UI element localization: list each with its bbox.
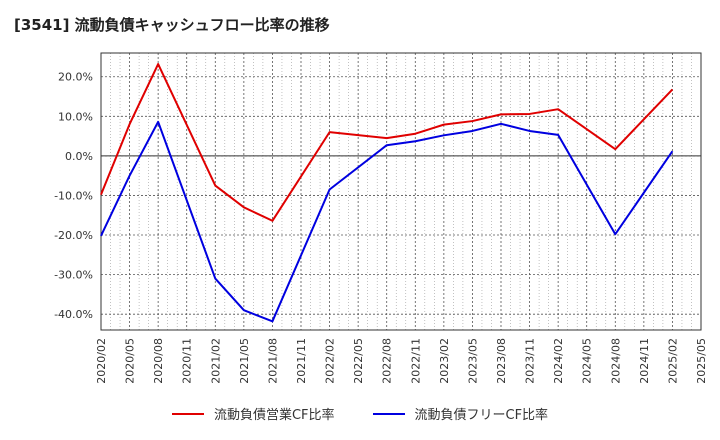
series-line-free-cf bbox=[100, 120, 674, 323]
x-tick-label: 2024/05 bbox=[581, 338, 594, 384]
x-tick-label: 2022/05 bbox=[352, 338, 365, 384]
legend-item-operating-cf: 流動負債営業CF比率 bbox=[171, 404, 335, 423]
y-tick-label: 0.0% bbox=[65, 150, 93, 163]
x-tick-label: 2023/08 bbox=[495, 338, 508, 384]
legend-swatch-free-cf bbox=[372, 412, 405, 415]
x-tick-label: 2021/08 bbox=[266, 338, 279, 384]
y-tick-label: 10.0% bbox=[58, 110, 93, 123]
x-tick-label: 2024/08 bbox=[609, 338, 622, 384]
x-tick-label: 2022/11 bbox=[409, 338, 422, 384]
legend-label-operating-cf: 流動負債営業CF比率 bbox=[213, 408, 335, 423]
legend-item-free-cf: 流動負債フリーCF比率 bbox=[372, 404, 549, 423]
y-tick-label: -10.0% bbox=[54, 189, 93, 202]
x-tick-label: 2020/08 bbox=[152, 338, 165, 384]
x-tick-label: 2021/11 bbox=[295, 338, 308, 384]
x-tick-label: 2022/02 bbox=[324, 338, 337, 384]
x-tick-label: 2021/05 bbox=[238, 338, 251, 384]
plot-frame bbox=[100, 52, 702, 331]
y-tick-label: -40.0% bbox=[54, 308, 93, 321]
x-tick-label: 2024/11 bbox=[638, 338, 651, 384]
y-tick-label: -30.0% bbox=[54, 269, 93, 282]
y-tick-label: 20.0% bbox=[58, 71, 93, 84]
x-tick-label: 2024/02 bbox=[552, 338, 565, 384]
x-tick-label: 2022/08 bbox=[381, 338, 394, 384]
y-tick-label: -20.0% bbox=[54, 229, 93, 242]
x-tick-label: 2023/05 bbox=[466, 338, 479, 384]
x-tick-label: 2023/02 bbox=[438, 338, 451, 384]
x-tick-label: 2025/02 bbox=[666, 338, 679, 384]
chart-legend: 流動負債営業CF比率 流動負債フリーCF比率 bbox=[0, 404, 720, 423]
legend-label-free-cf: 流動負債フリーCF比率 bbox=[414, 408, 549, 423]
x-tick-label: 2025/05 bbox=[695, 338, 708, 384]
x-tick-label: 2023/11 bbox=[524, 338, 537, 384]
series-line-operating-cf bbox=[100, 63, 674, 222]
chart-title: [3541] 流動負債キャッシュフロー比率の推移 bbox=[14, 16, 330, 34]
x-tick-label: 2021/02 bbox=[209, 338, 222, 384]
x-tick-label: 2020/11 bbox=[181, 338, 194, 384]
x-tick-label: 2020/02 bbox=[95, 338, 108, 384]
x-tick-label: 2020/05 bbox=[124, 338, 137, 384]
legend-swatch-operating-cf bbox=[171, 412, 204, 415]
